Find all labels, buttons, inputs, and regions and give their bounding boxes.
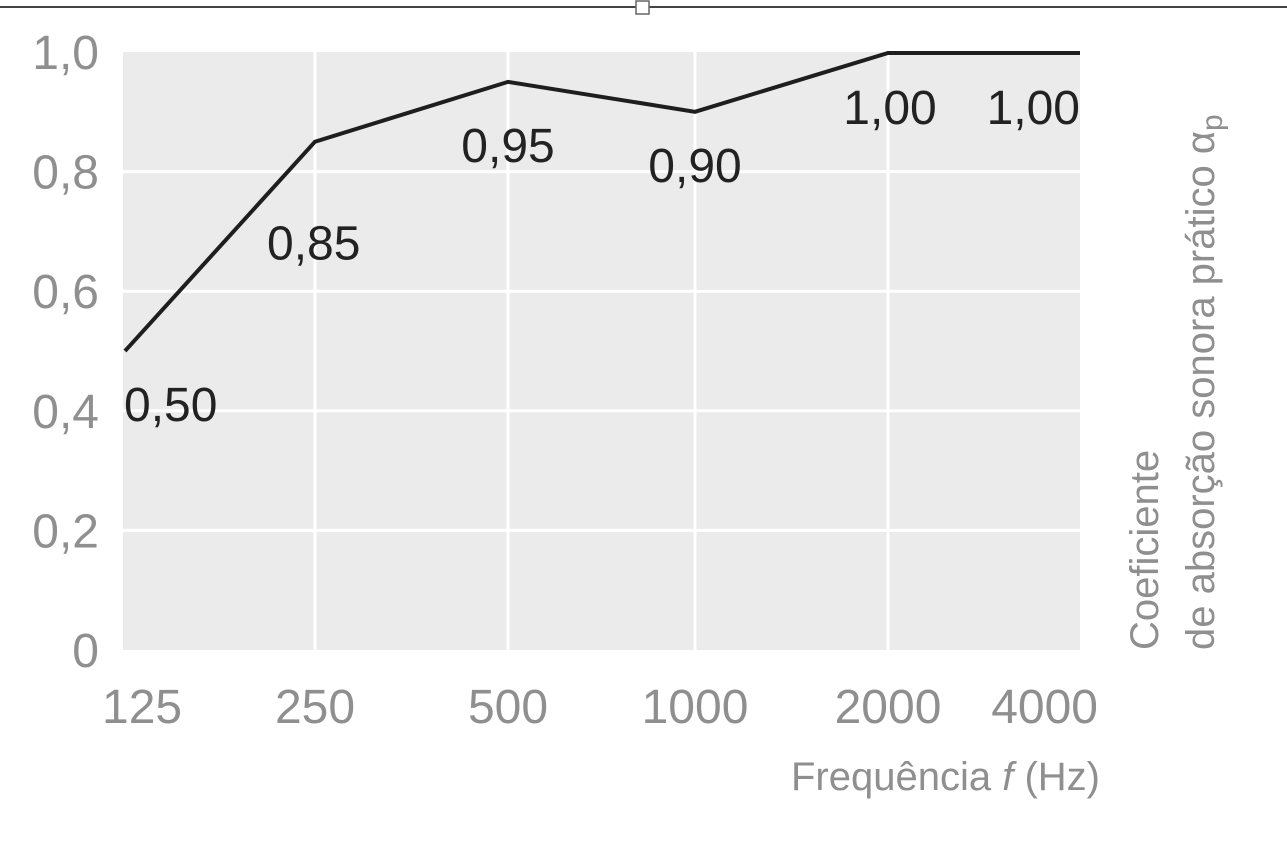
data-label: 1,00 (987, 82, 1080, 135)
y-tick-label: 0,8 (32, 147, 99, 200)
data-label: 0,95 (461, 120, 554, 173)
x-tick-label: 250 (275, 681, 355, 734)
y-axis-title-text: de absorção sonora prático α (1179, 131, 1223, 650)
x-tick-label: 4000 (991, 681, 1098, 734)
vertical-gridlines (313, 52, 890, 650)
x-tick-label: 1000 (642, 681, 749, 734)
x-tick-label: 125 (102, 681, 182, 734)
y-tick-label: 0 (72, 625, 99, 678)
top-frame-handle[interactable] (635, 0, 650, 15)
y-axis-tick-labels: 0 0,2 0,4 0,6 0,8 1,0 (32, 27, 99, 678)
x-tick-label: 500 (468, 681, 548, 734)
horizontal-gridlines (123, 170, 1080, 532)
data-label: 1,00 (843, 82, 936, 135)
x-tick-label: 2000 (835, 681, 942, 734)
x-axis-title: Frequência f (Hz) (791, 755, 1100, 799)
x-axis-tick-labels: 125 250 500 1000 2000 4000 (102, 681, 1098, 734)
y-axis-title-line-2: de absorção sonora prático αp (1179, 114, 1229, 650)
y-tick-label: 1,0 (32, 27, 99, 80)
x-axis-title-suffix: (Hz) (1013, 755, 1100, 799)
x-axis-title-prefix: Frequência (791, 755, 1002, 799)
data-label: 0,50 (124, 379, 217, 432)
y-axis-title-subscript: p (1196, 114, 1229, 131)
y-tick-label: 0,4 (32, 386, 99, 439)
y-tick-label: 0,2 (32, 505, 99, 558)
plot-area (123, 52, 1080, 650)
data-label: 0,85 (267, 218, 360, 271)
series-line (123, 51, 1080, 353)
data-labels: 0,50 0,85 0,95 0,90 1,00 1,00 (124, 82, 1080, 432)
y-axis-title-line-1: Coeficiente (1123, 450, 1167, 650)
data-label: 0,90 (648, 140, 741, 193)
y-tick-label: 0,6 (32, 266, 99, 319)
